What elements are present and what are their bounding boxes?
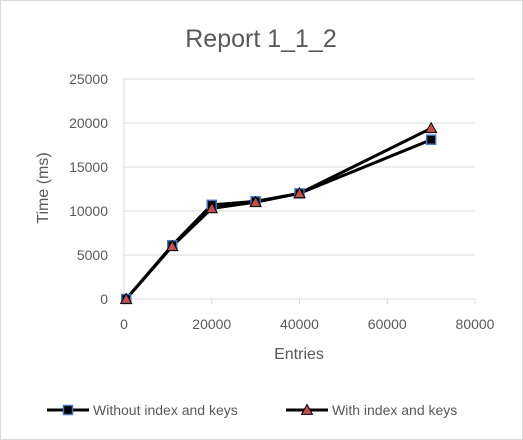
- legend-marker-2: [300, 403, 314, 415]
- axes: [123, 79, 476, 304]
- y-axis-label: Time (ms): [35, 152, 52, 223]
- chart-title: Report 1_1_2: [185, 25, 337, 53]
- grid-lines: [124, 78, 475, 256]
- x-tick-label: 60000: [368, 316, 407, 332]
- series-line-1: [125, 138, 432, 300]
- tick-labels: 0 5000 10000 15000 20000 25000 0 20000 40000 6000…: [69, 71, 495, 332]
- series-2-point: [205, 201, 219, 214]
- series-1-point: [425, 134, 437, 145]
- legend-label-1: Without index and keys: [93, 402, 238, 418]
- series-2-point: [424, 121, 438, 134]
- x-tick-label: 20000: [192, 316, 231, 332]
- x-tick-label: 0: [120, 316, 128, 332]
- x-tick-label: 80000: [456, 316, 495, 332]
- series-2-point: [119, 292, 133, 304]
- x-tick-label: 40000: [280, 316, 319, 332]
- legend: Without index and keys With index and key…: [47, 402, 457, 418]
- legend-marker-1: [62, 404, 74, 416]
- series-line-2: [125, 126, 432, 300]
- legend-label-2: With index and keys: [332, 402, 457, 418]
- y-tick-label: 5000: [77, 247, 108, 263]
- series-2-point: [249, 195, 262, 208]
- series-layer: [119, 121, 438, 305]
- series-2-point: [293, 186, 306, 199]
- y-tick-label: 15000: [69, 159, 108, 175]
- y-tick-label: 25000: [69, 71, 108, 87]
- y-tick-label: 20000: [69, 115, 108, 131]
- y-tick-label: 0: [100, 291, 108, 307]
- x-axis-label: Entries: [274, 346, 324, 363]
- y-tick-label: 10000: [69, 203, 108, 219]
- series-2-point: [165, 239, 179, 252]
